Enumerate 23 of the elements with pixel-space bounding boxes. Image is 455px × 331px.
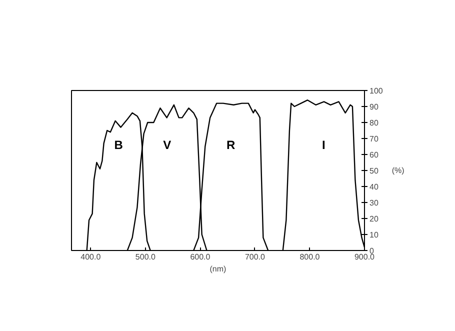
x-tick-label: 400.0 [80, 252, 102, 262]
y-tick-label: 30 [370, 198, 379, 208]
x-tick-label: 500.0 [135, 252, 156, 262]
y-tick-label: 100 [370, 86, 384, 96]
y-tick-label: 50 [370, 166, 379, 176]
x-tick-label: 900.0 [354, 252, 376, 262]
y-tick-label: 90 [370, 102, 379, 112]
y-axis-title: (%) [392, 166, 405, 175]
x-axis-title: (nm) [210, 264, 227, 274]
x-tick-label: 800.0 [300, 252, 320, 262]
y-tick-label: 0 [370, 246, 374, 256]
series-label: R [226, 138, 236, 152]
text: I [322, 138, 326, 152]
series-label: V [163, 138, 172, 152]
y-tick-label: 80 [370, 118, 379, 128]
y-tick-label: 70 [370, 134, 379, 144]
x-tick-label: 700.0 [244, 252, 266, 262]
y-tick-label: 10 [370, 230, 379, 240]
y-tick-label: 40 [370, 182, 379, 192]
y-tick-label: 60 [370, 150, 379, 160]
y-tick-label: 20 [370, 214, 379, 224]
x-tick-label: 600.0 [190, 252, 211, 262]
series-label: B [114, 138, 124, 152]
